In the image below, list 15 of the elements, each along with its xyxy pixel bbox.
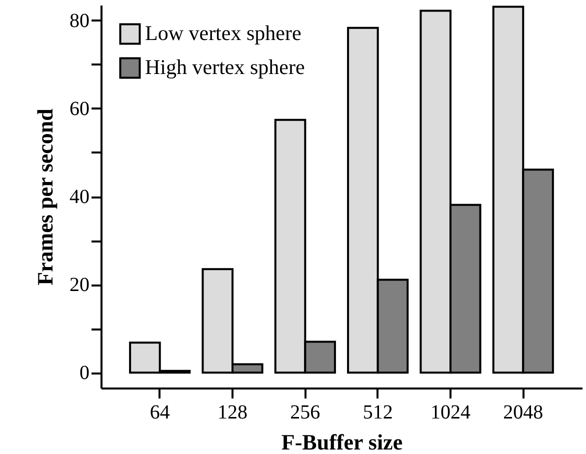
x-tick-label: 512 — [362, 402, 393, 424]
legend-label: High vertex sphere — [145, 55, 305, 79]
x-tick-label: 1024 — [430, 402, 470, 424]
x-tick-label: 64 — [150, 402, 170, 424]
x-tick-label: 128 — [218, 402, 248, 424]
y-tick-label: 20 — [70, 274, 90, 296]
x-tick-label: 2048 — [503, 402, 544, 424]
x-tick-label: 256 — [290, 402, 320, 424]
y-tick-label: 80 — [70, 10, 90, 32]
y-axis-title: Frames per second — [32, 108, 58, 286]
x-axis-title: F-Buffer size — [281, 430, 403, 454]
y-tick-label: 60 — [70, 98, 90, 120]
legend-label: Low vertex sphere — [145, 21, 302, 45]
y-tick-label: 0 — [80, 362, 90, 384]
y-tick-label: 40 — [70, 186, 90, 208]
